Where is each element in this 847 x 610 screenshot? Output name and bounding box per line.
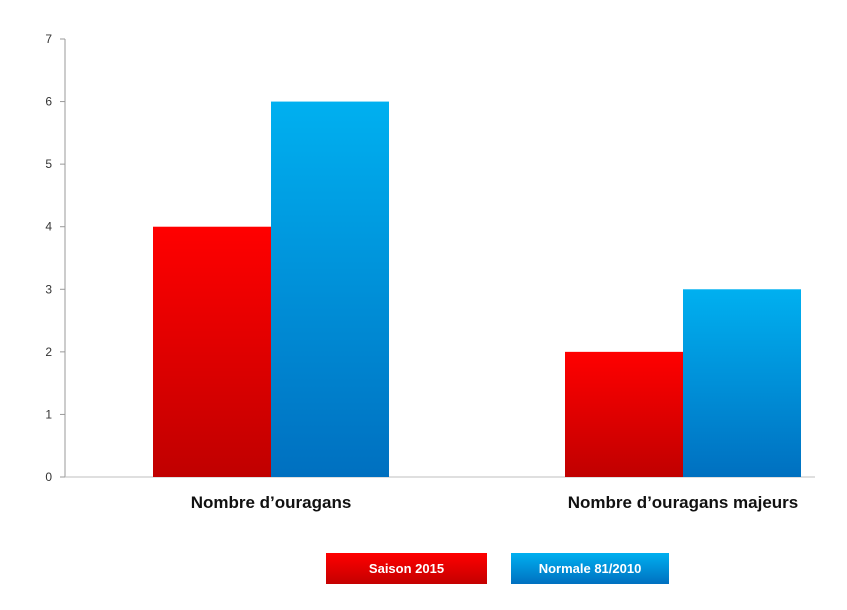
y-tick-label: 3 [45, 282, 52, 296]
bar-normale-1 [683, 289, 801, 477]
bar-saison-2015-0 [153, 226, 271, 477]
category-labels: Nombre d’ouragans Nombre d’ouragans majeu… [191, 493, 799, 512]
legend-item-saison-2015: Saison 2015 [326, 553, 487, 584]
bar-normale-0 [271, 101, 389, 478]
y-tick-label: 0 [45, 470, 52, 484]
legend-item-normale: Normale 81/2010 [511, 553, 669, 584]
bar-saison-2015-1 [565, 351, 683, 477]
legend-label-normale: Normale 81/2010 [538, 561, 642, 576]
y-tick-label: 6 [45, 95, 52, 109]
bars [153, 101, 801, 478]
y-tick-label: 2 [45, 345, 52, 359]
y-tick-label: 7 [45, 32, 52, 46]
x-category-label: Nombre d’ouragans [191, 493, 352, 512]
x-category-label: Nombre d’ouragans majeurs [568, 493, 799, 512]
legend-label-saison-2015: Saison 2015 [368, 561, 445, 576]
y-tick-label: 5 [45, 157, 52, 171]
y-tick-label: 4 [45, 220, 52, 234]
y-tick-label: 1 [45, 407, 52, 421]
